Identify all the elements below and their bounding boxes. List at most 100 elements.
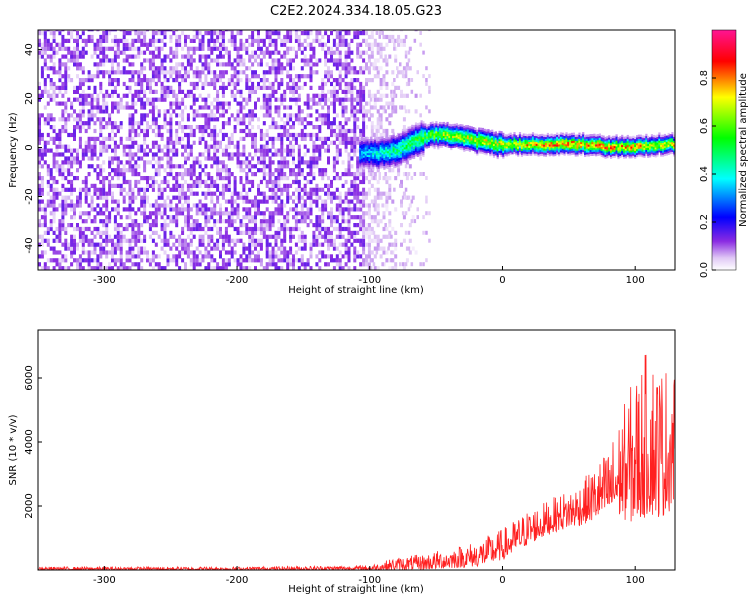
heatmap-cell bbox=[375, 142, 379, 146]
heatmap-cell bbox=[111, 207, 114, 212]
heatmap-cell bbox=[163, 113, 167, 118]
heatmap-cell bbox=[64, 187, 68, 192]
heatmap-cell bbox=[81, 238, 85, 243]
heatmap-cell bbox=[46, 266, 50, 270]
heatmap-cell bbox=[93, 215, 97, 220]
heatmap-cell bbox=[189, 258, 193, 263]
heatmap-cell bbox=[201, 226, 205, 232]
heatmap-cell bbox=[306, 262, 310, 267]
heatmap-cell bbox=[411, 138, 414, 141]
heatmap-cell bbox=[73, 258, 76, 263]
heatmap-cell bbox=[274, 97, 278, 102]
heatmap-cell bbox=[184, 168, 187, 173]
heatmap-cell bbox=[105, 46, 109, 51]
heatmap-cell bbox=[216, 156, 220, 161]
heatmap-cell bbox=[175, 30, 179, 32]
heatmap-cell bbox=[407, 140, 410, 143]
heatmap-cell bbox=[146, 195, 149, 200]
heatmap-cell bbox=[178, 125, 182, 130]
heatmap-cell bbox=[52, 140, 56, 145]
heatmap-cell bbox=[219, 254, 222, 259]
heatmap-cell bbox=[207, 219, 211, 224]
heatmap-cell bbox=[61, 144, 65, 149]
heatmap-cell bbox=[70, 179, 74, 185]
heatmap-cell bbox=[148, 234, 152, 239]
heatmap-cell bbox=[38, 176, 41, 181]
heatmap-cell bbox=[239, 152, 243, 157]
heatmap-cell bbox=[306, 195, 310, 200]
heatmap-cell bbox=[373, 176, 377, 181]
heatmap-cell bbox=[321, 34, 325, 40]
heatmap-cell bbox=[102, 223, 106, 228]
heatmap-cell bbox=[364, 137, 367, 140]
heatmap-cell bbox=[87, 101, 91, 106]
heatmap-cell bbox=[76, 226, 79, 232]
heatmap-cell bbox=[341, 105, 345, 110]
heatmap-cell bbox=[175, 132, 179, 138]
heatmap-cell bbox=[259, 38, 263, 43]
heatmap-cell bbox=[125, 179, 129, 185]
heatmap-cell bbox=[198, 160, 202, 165]
heatmap-cell bbox=[49, 183, 53, 188]
heatmap-cell bbox=[245, 172, 249, 177]
heatmap-cell bbox=[64, 66, 68, 71]
heatmap-cell bbox=[184, 238, 187, 243]
heatmap-cell bbox=[198, 223, 202, 228]
heatmap-cell bbox=[49, 117, 53, 122]
heatmap-cell bbox=[184, 132, 187, 138]
heatmap-cell bbox=[242, 46, 246, 51]
heatmap-cell bbox=[137, 144, 141, 149]
heatmap-cell bbox=[236, 211, 240, 216]
heatmap-cell bbox=[111, 81, 114, 87]
heatmap-cell bbox=[70, 30, 74, 32]
heatmap-cell bbox=[108, 81, 112, 87]
heatmap-cell bbox=[242, 258, 246, 263]
heatmap-cell bbox=[108, 250, 112, 255]
heatmap-cell bbox=[38, 140, 41, 145]
heatmap-cell bbox=[330, 54, 333, 59]
heatmap-cell bbox=[370, 238, 374, 243]
heatmap-cell bbox=[49, 125, 53, 130]
heatmap-cell bbox=[216, 31, 220, 36]
heatmap-cell bbox=[251, 136, 255, 141]
heatmap-cell bbox=[227, 183, 231, 188]
heatmap-cell bbox=[300, 117, 304, 122]
heatmap-cell bbox=[43, 42, 47, 47]
heatmap-cell bbox=[111, 168, 114, 173]
heatmap-cell bbox=[289, 234, 293, 239]
heatmap-cell bbox=[67, 203, 71, 208]
heatmap-cell bbox=[353, 152, 357, 157]
heatmap-cell bbox=[140, 50, 144, 55]
heatmap-cell bbox=[49, 172, 53, 177]
heatmap-cell bbox=[93, 144, 97, 149]
heatmap-cell bbox=[146, 176, 149, 181]
heatmap-cell bbox=[172, 50, 176, 55]
heatmap-cell bbox=[93, 242, 97, 247]
heatmap-cell bbox=[111, 109, 114, 114]
heatmap-cell bbox=[418, 142, 421, 145]
heatmap-cell bbox=[148, 50, 152, 55]
heatmap-cell bbox=[341, 234, 345, 239]
heatmap-cell bbox=[297, 42, 301, 47]
heatmap-cell bbox=[367, 230, 371, 235]
heatmap-cell bbox=[367, 211, 371, 216]
heatmap-cell bbox=[198, 140, 202, 145]
heatmap-cell bbox=[239, 58, 243, 63]
heatmap-cell bbox=[242, 97, 246, 102]
heatmap-cell bbox=[192, 254, 196, 259]
heatmap-cell bbox=[394, 165, 397, 168]
heatmap-cell bbox=[332, 121, 336, 126]
heatmap-cell bbox=[116, 125, 120, 130]
heatmap-cell bbox=[248, 160, 252, 165]
heatmap-cell bbox=[367, 54, 371, 59]
heatmap-cell bbox=[353, 97, 357, 102]
heatmap-cell bbox=[367, 101, 371, 106]
heatmap-cell bbox=[262, 38, 266, 43]
heatmap-cell bbox=[427, 125, 431, 129]
heatmap-cell bbox=[289, 30, 293, 32]
heatmap-cell bbox=[184, 93, 187, 98]
heatmap-cell bbox=[186, 226, 190, 232]
heatmap-cell bbox=[178, 172, 182, 177]
heatmap-cell bbox=[184, 242, 187, 247]
heatmap-cell bbox=[151, 183, 155, 188]
